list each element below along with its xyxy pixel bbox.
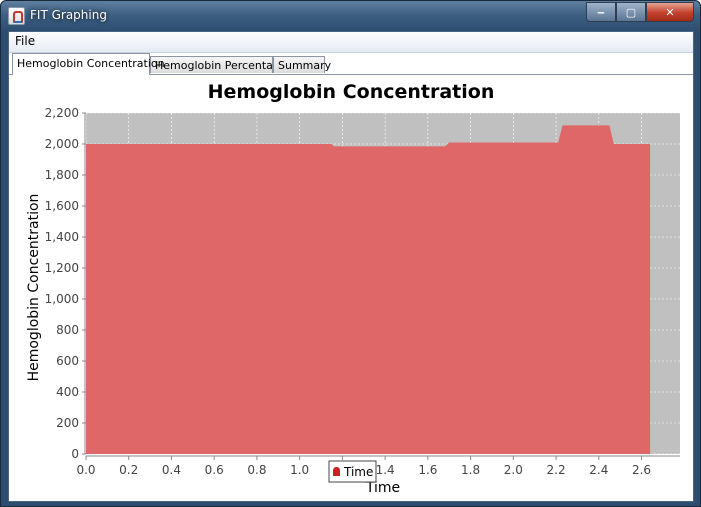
x-tick-label: 1.8: [461, 463, 480, 477]
x-tick-label: 1.4: [376, 463, 395, 477]
x-axis-label: Time: [365, 480, 400, 496]
title-bar[interactable]: FIT Graphing ‒ ▢ ✕: [1, 1, 700, 31]
y-tick-label: 600: [56, 354, 79, 368]
y-tick-label: 200: [56, 416, 79, 430]
tab-hemoglobin-percentage[interactable]: Hemoglobin Percentage: [150, 56, 287, 73]
y-tick-label: 1,600: [45, 199, 79, 213]
x-tick-label: 0.4: [162, 463, 181, 477]
y-tick-label: 1,800: [45, 168, 79, 182]
menu-bar: File: [9, 32, 693, 53]
series-time-area: [86, 125, 651, 455]
x-tick-label: 1.0: [290, 463, 309, 477]
y-tick-label: 1,000: [45, 292, 79, 306]
x-tick-label: 0.6: [205, 463, 224, 477]
chart-panel: Hemoglobin Concentration 0 200 400 600 800 1,…: [9, 75, 693, 501]
tab-summary[interactable]: Summary: [273, 56, 331, 73]
x-tick-label: 0.0: [76, 463, 95, 477]
area-chart: Hemoglobin Concentration 0 200 400 600 800 1,…: [26, 81, 680, 496]
menu-file[interactable]: File: [15, 34, 36, 48]
client-area: File Hemoglobin Concentration Hemoglobin…: [8, 31, 694, 502]
y-tick-label: 0: [71, 447, 79, 461]
close-button[interactable]: ✕: [646, 2, 694, 22]
x-tick-label: 2.4: [589, 463, 608, 477]
legend-box: [328, 460, 377, 483]
tab-strip: Hemoglobin Concentration Hemoglobin Perc…: [9, 53, 693, 75]
legend: Time: [328, 460, 377, 483]
x-tick-label: 1.6: [418, 463, 437, 477]
x-tick-label: 0.2: [119, 463, 138, 477]
y-tick-label: 400: [56, 385, 79, 399]
y-axis-label: Hemoglobin Concentration: [26, 194, 42, 382]
x-tick-label: 2.2: [547, 463, 566, 477]
y-tick-label: 1,200: [45, 261, 79, 275]
tab-hemoglobin-concentration[interactable]: Hemoglobin Concentration: [12, 53, 165, 75]
window-title: FIT Graphing: [30, 8, 107, 22]
minimize-button[interactable]: ‒: [586, 2, 616, 22]
window-controls: ‒ ▢ ✕: [586, 2, 694, 22]
y-tick-label: 2,000: [45, 137, 79, 151]
y-tick-label: 2,200: [45, 106, 79, 120]
x-axis-ticks: 0.00.20.40.60.81.01.21.41.61.82.02.22.42…: [76, 456, 651, 477]
x-tick-label: 0.8: [247, 463, 266, 477]
java-app-icon: [8, 7, 25, 25]
axes: [84, 113, 680, 457]
legend-entry-time: Time: [343, 465, 373, 479]
legend-swatch-time: [333, 467, 340, 476]
y-tick-label: 800: [56, 323, 79, 337]
x-tick-label: 2.6: [632, 463, 651, 477]
x-tick-label: 2.0: [504, 463, 523, 477]
y-tick-label: 1,400: [45, 230, 79, 244]
maximize-button[interactable]: ▢: [616, 2, 646, 22]
chart-title: Hemoglobin Concentration: [208, 81, 495, 103]
y-axis-ticks: 0 200 400 600 800 1,000 1,200 1,400 1,600 1,800 2,…: [45, 106, 86, 461]
